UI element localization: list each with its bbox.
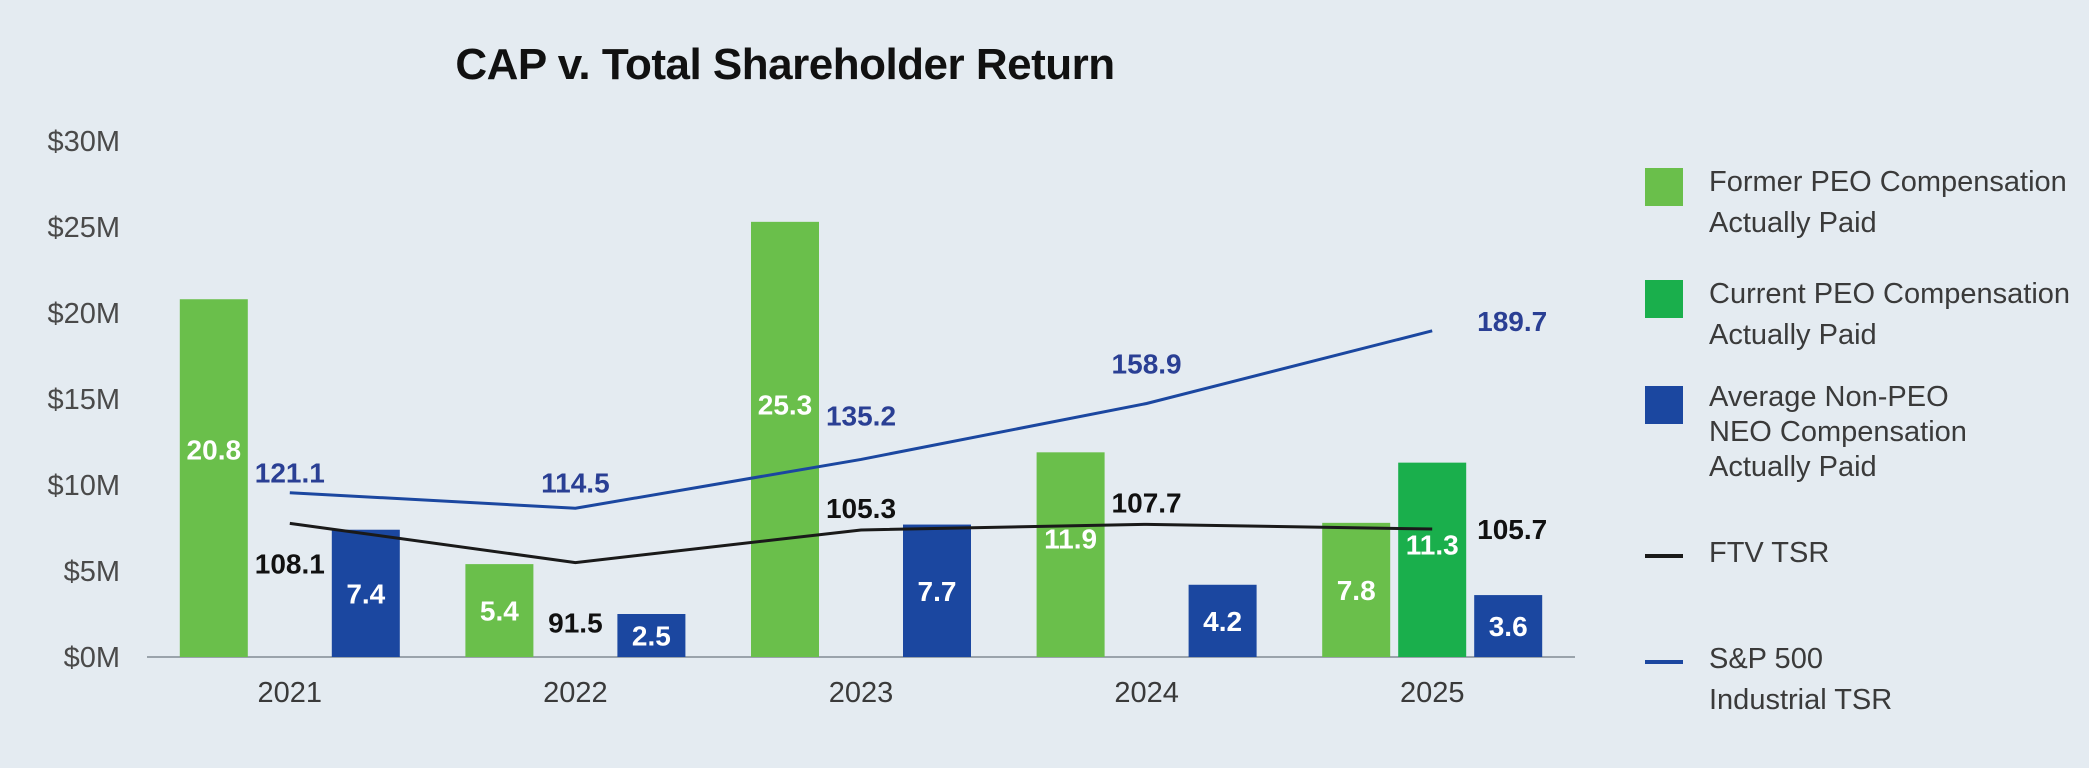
bar-former-peo	[465, 564, 534, 657]
bar-former-peo	[1036, 452, 1105, 657]
line-value-label: 91.5	[548, 608, 603, 639]
series-line-sp500-tsr	[289, 329, 1433, 510]
x-tick-label: 2022	[543, 677, 608, 709]
legend-label-line: Actually Paid	[1709, 451, 1877, 483]
bar-non-peo	[903, 524, 971, 657]
legend-label-ftv-tsr: FTV TSR	[1709, 533, 2089, 574]
line-value-label: 108.1	[255, 548, 325, 579]
y-tick-label: $25M	[47, 212, 120, 244]
legend-label-line: Actually Paid	[1709, 319, 1877, 351]
chart-plot-area: $0M $5M $10M $15M $20M $25M $30M 2021 2022 2023 20…	[47, 126, 1575, 709]
line-value-label: 114.5	[541, 467, 610, 498]
legend-label-line: NEO Compensation	[1709, 416, 1967, 448]
line-value-label: 105.3	[826, 493, 896, 524]
legend-label-line: FTV TSR	[1709, 537, 1830, 569]
bar-non-peo	[1474, 595, 1543, 657]
bar-value-label: 25.3	[758, 390, 813, 421]
legend-label-line: S&P 500	[1709, 643, 1823, 675]
y-tick-label: $15M	[47, 384, 120, 416]
y-tick-label: $0M	[64, 642, 120, 674]
bar-value-label: 11.9	[1044, 523, 1097, 554]
bar-value-label: 7.4	[346, 578, 385, 609]
bar-value-label: 4.2	[1203, 606, 1242, 637]
line-value-label: 158.9	[1112, 348, 1182, 379]
legend-line-ftv-tsr	[1645, 554, 1683, 558]
bar-value-label: 2.5	[632, 621, 671, 652]
chart-title: CAP v. Total Shareholder Return	[455, 40, 1115, 89]
line-value-label: 121.1	[255, 458, 325, 489]
x-tick-label: 2025	[1400, 677, 1465, 709]
line-value-label: 107.7	[1112, 487, 1182, 518]
legend-label-line: Average Non-PEO	[1709, 381, 1949, 413]
series-line-ftv-tsr	[289, 521, 1433, 565]
bar-non-peo	[617, 614, 686, 657]
x-tick-label: 2024	[1114, 677, 1179, 709]
legend-label-line: Industrial TSR	[1709, 684, 1893, 716]
legend-swatch-non-peo	[1645, 386, 1683, 424]
legend-line-sp500-tsr	[1645, 660, 1683, 664]
bar-non-peo	[331, 529, 400, 657]
legend-label-non-peo: Average Non-PEO NEO Compensation Actuall…	[1709, 380, 2089, 485]
y-tick-label: $5M	[64, 556, 120, 588]
bar-value-label: 3.6	[1489, 611, 1528, 642]
legend-label-sp500-tsr: S&P 500 Industrial TSR	[1709, 639, 2089, 721]
legend-label-line: Former PEO Compensation	[1709, 166, 2067, 198]
line-value-label: 135.2	[826, 400, 896, 431]
bar-value-label: 11.3	[1406, 529, 1459, 560]
legend-swatch-current-peo	[1645, 280, 1683, 318]
bar-former-peo	[179, 299, 248, 657]
legend-label-line: Current PEO Compensation	[1709, 278, 2071, 310]
y-tick-label: $10M	[47, 470, 120, 502]
y-tick-label: $30M	[47, 126, 120, 158]
legend-label-former-peo: Former PEO Compensation Actually Paid	[1709, 162, 2089, 244]
bar-value-label: 20.8	[187, 434, 242, 465]
x-tick-label: 2023	[829, 677, 894, 709]
bar-value-label: 7.8	[1337, 575, 1376, 606]
line-value-label: 189.7	[1477, 306, 1547, 337]
y-tick-label: $20M	[47, 298, 120, 330]
bar-non-peo	[1188, 584, 1257, 657]
bar-current-peo	[1398, 462, 1467, 657]
bar-former-peo	[751, 221, 819, 657]
legend-label-current-peo: Current PEO Compensation Actually Paid	[1709, 274, 2089, 356]
bar-former-peo	[1322, 522, 1391, 657]
x-tick-label: 2021	[258, 677, 323, 709]
bar-value-label: 7.7	[918, 576, 957, 607]
legend-label-line: Actually Paid	[1709, 207, 1877, 239]
line-value-label: 105.7	[1477, 514, 1547, 545]
legend-swatch-former-peo	[1645, 168, 1683, 206]
bar-value-label: 5.4	[480, 596, 519, 627]
